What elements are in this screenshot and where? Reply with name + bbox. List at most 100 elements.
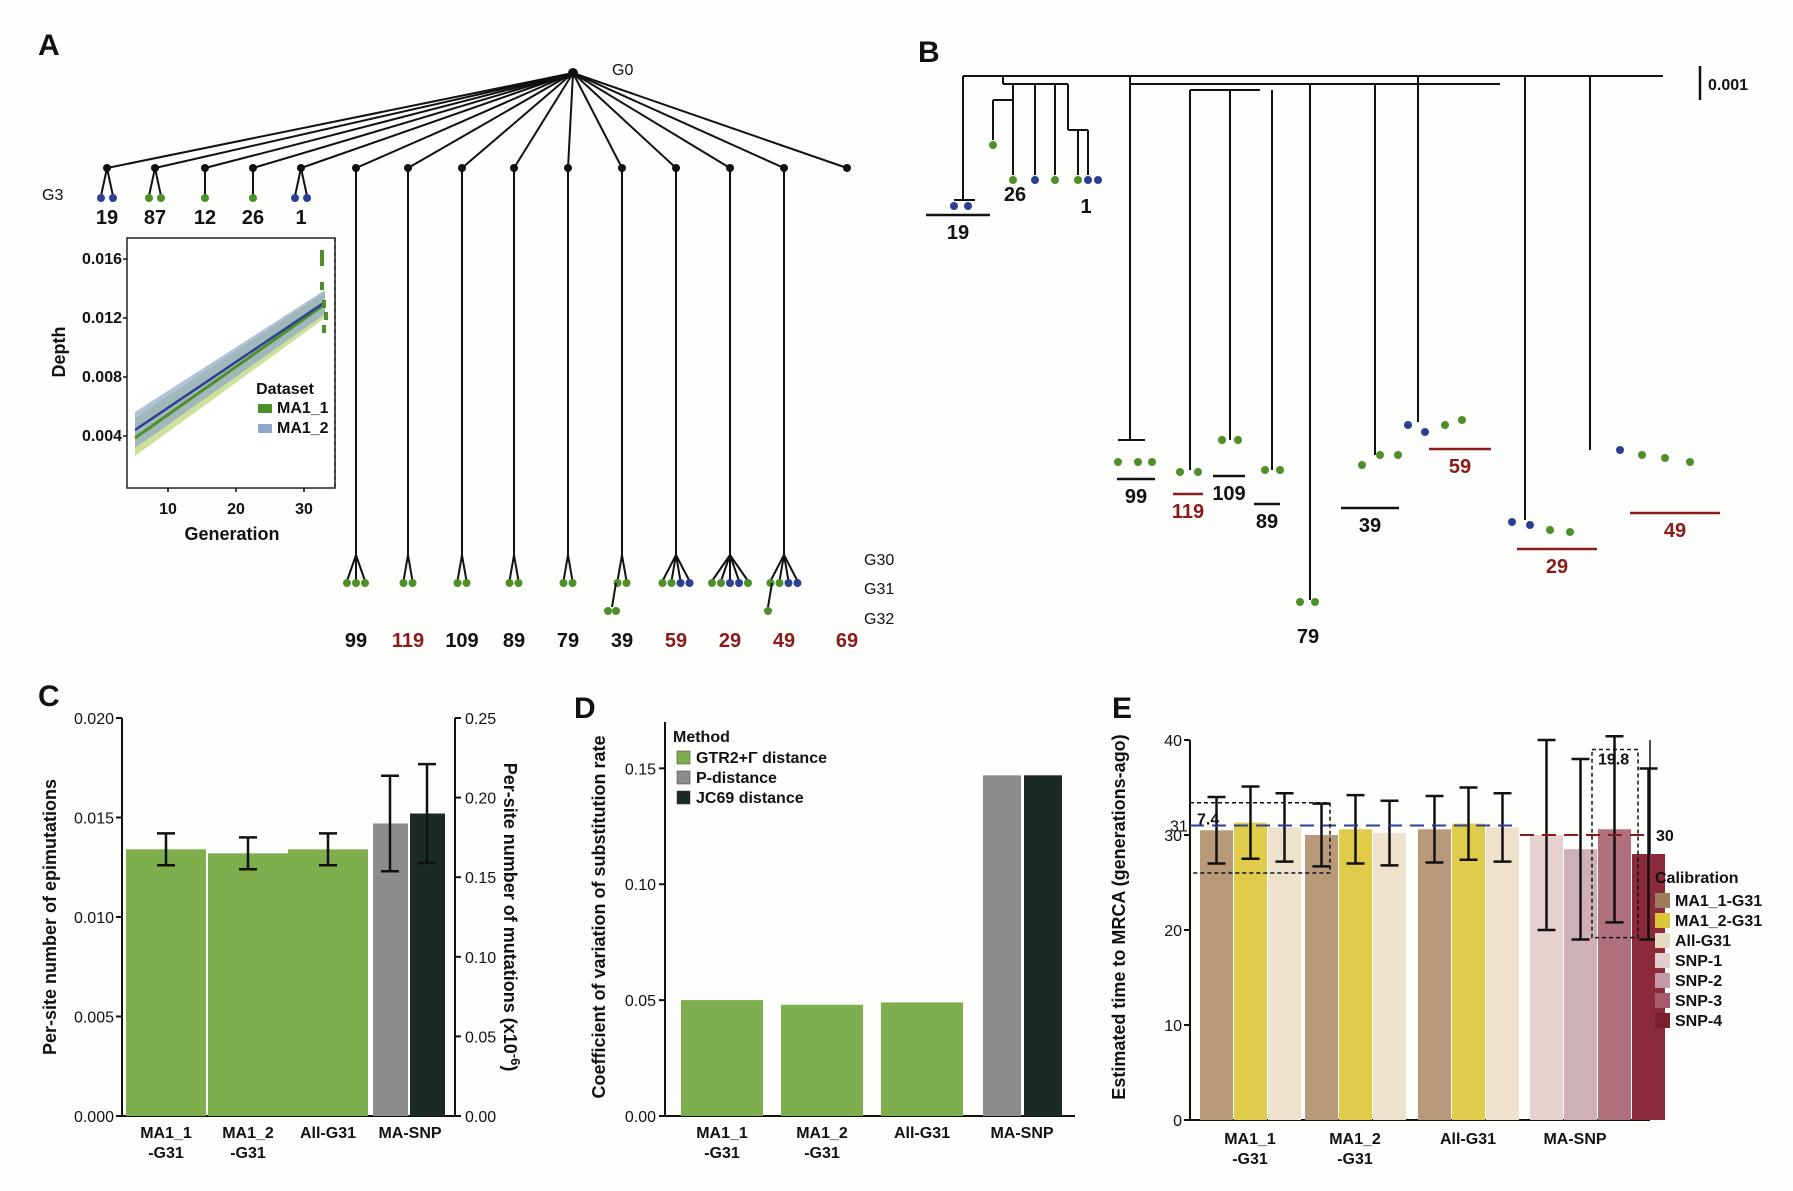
leaf-dot bbox=[1404, 421, 1412, 429]
bar-gtr-distance bbox=[681, 1000, 763, 1116]
leaf-dot bbox=[667, 579, 676, 587]
bar-tmrca bbox=[1418, 829, 1451, 1120]
branch-line bbox=[562, 554, 569, 582]
branch-line bbox=[355, 554, 366, 582]
branch-line bbox=[294, 167, 302, 197]
bar-tmrca bbox=[1268, 827, 1301, 1120]
y-axis-right-label-close: ) bbox=[500, 1065, 520, 1071]
branch-line bbox=[148, 167, 156, 197]
leaf-dot bbox=[1616, 446, 1624, 454]
branch-line bbox=[355, 72, 574, 169]
x-category-label: MA1_2 bbox=[222, 1125, 274, 1142]
leaf-dot bbox=[1084, 176, 1092, 184]
x-category-label: All-G31 bbox=[300, 1125, 356, 1142]
legend-swatch bbox=[1655, 953, 1670, 968]
leaf-dot bbox=[1441, 421, 1449, 429]
leaf-dot bbox=[1009, 176, 1017, 184]
legend-swatch bbox=[676, 770, 691, 785]
y-tick-right: 0.15 bbox=[465, 870, 496, 887]
branch-line bbox=[402, 554, 409, 582]
branch-line bbox=[513, 554, 520, 582]
bar-tmrca bbox=[1200, 830, 1233, 1120]
bar-tmrca bbox=[1305, 835, 1338, 1120]
panel-d-cv-chart: D 0.00 0.05 0.10 0.15 Coefficient of variatio… bbox=[574, 692, 1075, 1162]
leaf-dot bbox=[1458, 416, 1466, 424]
leaf-dot bbox=[157, 194, 165, 202]
bar-epimutation bbox=[208, 853, 288, 1116]
y-tick-left: 0.010 bbox=[74, 910, 114, 927]
branch-line bbox=[572, 72, 677, 169]
leaf-dot bbox=[399, 579, 408, 587]
panel-b-letter: B bbox=[918, 36, 940, 69]
gen-label-g31: G31 bbox=[864, 581, 894, 598]
legend-label: MA1_1-G31 bbox=[1675, 893, 1762, 910]
branch-line bbox=[567, 72, 574, 169]
bar-jc69-distance bbox=[1024, 775, 1062, 1116]
reference-label-31: 31 bbox=[1170, 819, 1188, 836]
leaf-dot bbox=[1394, 451, 1402, 459]
x-category-label: MA1_1 bbox=[696, 1125, 748, 1142]
leaf-dot bbox=[1296, 598, 1304, 606]
leaf-dot bbox=[559, 579, 568, 587]
branch-line bbox=[407, 554, 414, 582]
range-box-7-4 bbox=[1189, 801, 1331, 874]
g3-line-label: 19 bbox=[96, 207, 118, 229]
branch-line bbox=[513, 72, 574, 169]
leaf-dot bbox=[1234, 436, 1242, 444]
inset-ytick: 0.016 bbox=[82, 251, 122, 268]
leaf-dot bbox=[505, 579, 514, 587]
leaf-dot bbox=[708, 579, 716, 587]
y-tick-left: 0.020 bbox=[74, 711, 114, 728]
clade-label: 79 bbox=[1297, 626, 1319, 648]
node-dot bbox=[843, 164, 851, 172]
leaf-dot bbox=[462, 579, 471, 587]
leaf-dot bbox=[989, 141, 997, 149]
y-tick: 20 bbox=[1164, 923, 1182, 940]
leaf-dot bbox=[1031, 176, 1039, 184]
branch-line bbox=[154, 167, 162, 197]
inset-point bbox=[320, 250, 324, 258]
panel-a-letter: A bbox=[38, 29, 60, 62]
g30-line-label: 69 bbox=[836, 630, 858, 652]
branch-line bbox=[670, 554, 677, 582]
leaf-dot bbox=[1566, 528, 1574, 536]
panel-e-letter: E bbox=[1112, 692, 1132, 725]
gen-label-g3: G3 bbox=[42, 187, 63, 204]
g30-line-label: 49 bbox=[773, 630, 795, 652]
y-tick: 0 bbox=[1173, 1113, 1182, 1130]
branch-line bbox=[729, 554, 740, 582]
y-tick-left: 0.000 bbox=[74, 1109, 114, 1126]
y-tick-right: 0.05 bbox=[465, 1029, 496, 1046]
branch-line bbox=[567, 554, 574, 582]
legend-label: All-G31 bbox=[1675, 933, 1731, 950]
y-tick-left: 0.015 bbox=[74, 811, 114, 828]
scale-bar-label: 0.001 bbox=[1708, 77, 1748, 94]
leaf-dot bbox=[735, 579, 743, 587]
branch-line bbox=[154, 72, 574, 169]
g30-line-label: 39 bbox=[611, 630, 633, 652]
y-axis-label: Coefficient of variation of substitution… bbox=[589, 735, 609, 1098]
branch-line bbox=[572, 72, 623, 169]
branch-line bbox=[720, 554, 731, 582]
leaf-dot bbox=[109, 194, 117, 202]
leaf-dot bbox=[676, 579, 685, 587]
leaf-dot bbox=[145, 194, 153, 202]
leaf-dot bbox=[950, 202, 958, 210]
gen-label-g32: G32 bbox=[864, 611, 894, 628]
bar-tmrca bbox=[1234, 822, 1267, 1120]
leaf-dot bbox=[303, 194, 311, 202]
inset-legend-ma1-2: MA1_2 bbox=[277, 420, 329, 437]
inset-band-ma1-2 bbox=[135, 290, 325, 448]
legend-swatch bbox=[1655, 973, 1670, 988]
bar-tmrca bbox=[1486, 827, 1519, 1120]
clade-label: 99 bbox=[1125, 486, 1147, 508]
clade-label: 119 bbox=[1172, 501, 1204, 523]
y-tick: 40 bbox=[1164, 733, 1182, 750]
leaf-dot bbox=[1526, 521, 1534, 529]
leaf-dot bbox=[408, 579, 417, 587]
inset-trend-ma1-1 bbox=[134, 302, 326, 440]
branch-line bbox=[346, 554, 357, 582]
x-category-label: -G31 bbox=[804, 1145, 840, 1162]
leaf-dot bbox=[726, 579, 734, 587]
inset-legend-swatch-ma1-1 bbox=[258, 404, 272, 413]
